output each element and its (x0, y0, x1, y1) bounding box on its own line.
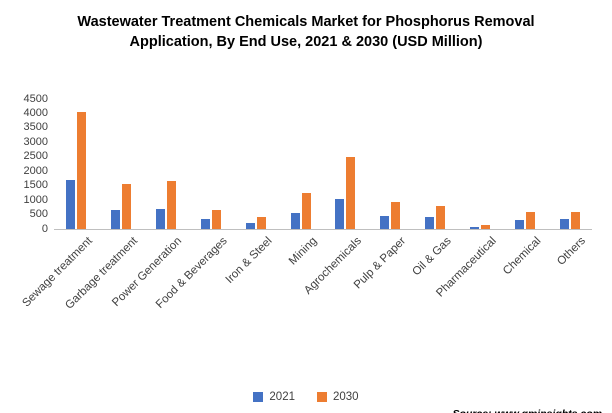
legend-label: 2030 (333, 391, 359, 403)
bar-group-mining: Mining (278, 99, 323, 267)
y-tick-label: 0 (41, 222, 48, 235)
bar-pair (469, 224, 490, 229)
x-axis-label: Others (555, 234, 589, 268)
chart-title-line2: Application, By End Use, 2021 & 2030 (US… (129, 34, 483, 51)
bar-pair (559, 211, 580, 229)
bar-group-agrochemicals: Agrochemicals (302, 99, 368, 296)
bar-group-garbage-treatment: Garbage treatment (63, 99, 144, 311)
y-tick-label: 1000 (23, 193, 48, 206)
bar-2030-sewage-treatment (77, 111, 87, 229)
bar-2021-others (559, 218, 569, 229)
bar-2021-oil-gas (425, 216, 435, 229)
bar-pair (111, 183, 132, 229)
bar-2030-food-beverages (211, 209, 221, 229)
bar-2030-oil-gas (436, 205, 446, 229)
chart-title-line1: Wastewater Treatment Chemicals Market fo… (77, 14, 535, 30)
bar-pair (290, 192, 311, 229)
x-axis-label: Iron & Steel (223, 234, 275, 286)
source-note: Source: www.gminsights.com (452, 408, 602, 413)
bar-2030-mining (301, 192, 311, 229)
legend-swatch-icon (317, 392, 327, 402)
bar-group-chemical: Chemical (501, 99, 547, 277)
bar-2021-sewage-treatment (66, 179, 76, 229)
legend-label: 2021 (269, 391, 295, 403)
bar-2021-garbage-treatment (111, 209, 121, 229)
chart-area: 0 500 1000 1500 2000 2500 3000 3500 4000 4500 Sew… (16, 93, 592, 311)
y-axis: 0 500 1000 1500 2000 2500 3000 3500 4000 4500 (16, 93, 54, 234)
x-axis-label: Oil & Gas (410, 234, 454, 278)
y-tick-label: 2500 (23, 150, 48, 163)
bar-pair (335, 156, 356, 229)
legend-item-2021: 2021 (253, 391, 295, 403)
bar-2021-iron-steel (245, 222, 255, 229)
bar-group-oil-gas: Oil & Gas (410, 99, 458, 278)
bar-pair (245, 216, 266, 229)
bar-pair (66, 111, 87, 229)
chart-title: Wastewater Treatment Chemicals Market fo… (0, 12, 612, 53)
y-tick-label: 2000 (23, 164, 48, 177)
bar-group-pharmaceutical: Pharmaceutical (434, 99, 502, 299)
bar-group-sewage-treatment: Sewage treatment (20, 99, 99, 309)
bar-group-food-beverages: Food & Beverages (154, 99, 233, 310)
bar-pair (514, 211, 535, 229)
chart-page: Wastewater Treatment Chemicals Market fo… (0, 12, 612, 413)
bar-2021-pulp-paper (380, 215, 390, 229)
bar-pair (425, 205, 446, 229)
bar-2021-food-beverages (200, 218, 210, 229)
bar-2030-chemical (525, 211, 535, 229)
legend: 2021 2030 (0, 391, 612, 403)
bar-2021-agrochemicals (335, 198, 345, 229)
bar-pair (380, 201, 401, 229)
legend-swatch-icon (253, 392, 264, 402)
y-tick-label: 3500 (23, 121, 48, 134)
bar-group-iron-steel: Iron & Steel (223, 99, 278, 286)
bar-group-power-generation: Power Generation (111, 99, 189, 309)
bar-2030-pulp-paper (391, 201, 401, 229)
bar-2021-chemical (514, 219, 524, 229)
bar-2030-iron-steel (256, 216, 266, 229)
bar-2021-power-generation (156, 208, 166, 229)
bar-pair (200, 209, 221, 229)
x-axis-label: Chemical (500, 234, 544, 277)
bar-groups: Sewage treatment Garbage treatment Power G… (20, 99, 592, 311)
y-tick-label: 1500 (23, 179, 48, 192)
bar-2021-mining (290, 212, 300, 229)
bar-group-others: Others (547, 99, 592, 267)
legend-item-2030: 2030 (317, 391, 359, 403)
x-axis-label: Mining (286, 234, 320, 268)
bar-2030-pharmaceutical (480, 224, 490, 229)
bar-pair (156, 180, 177, 229)
bar-2030-garbage-treatment (122, 183, 132, 229)
y-tick-label: 4000 (23, 107, 48, 120)
y-tick-label: 4500 (23, 92, 48, 105)
bar-2030-agrochemicals (346, 156, 356, 229)
bar-2021-pharmaceutical (469, 226, 479, 229)
bar-group-pulp-paper: Pulp & Paper (352, 99, 413, 291)
bar-2030-power-generation (167, 180, 177, 229)
bar-2030-others (570, 211, 580, 229)
plot-area: Sewage treatment Garbage treatment Power G… (20, 99, 592, 311)
y-tick-label: 500 (29, 208, 48, 221)
y-tick-label: 3000 (23, 135, 48, 148)
